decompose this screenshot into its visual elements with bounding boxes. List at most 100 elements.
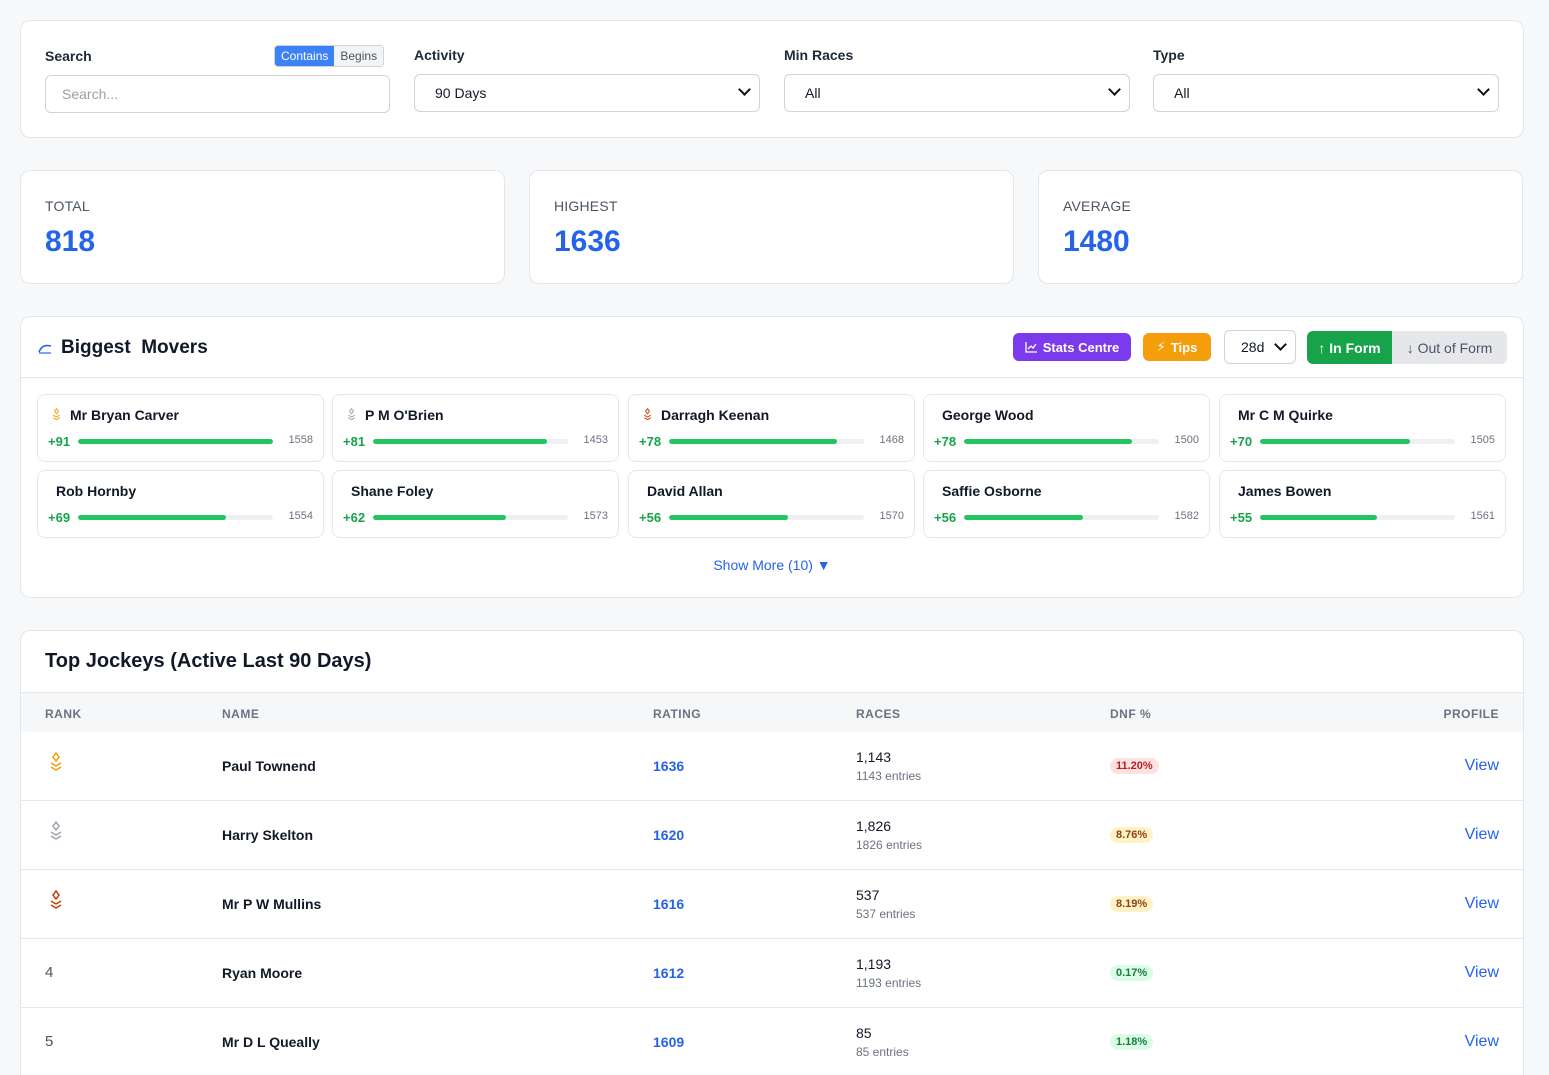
mover-card[interactable]: James Bowen +55 1561 xyxy=(1219,470,1506,538)
mover-progress-bar xyxy=(669,439,864,444)
stat-average-label: AVERAGE xyxy=(1063,198,1132,214)
header-profile: PROFILE xyxy=(1443,707,1499,721)
mover-name: Mr C M Quirke xyxy=(1238,407,1333,423)
mover-progress-fill xyxy=(964,439,1132,444)
dnf-badge: 8.76% xyxy=(1110,827,1154,843)
filters-panel: Search Contains Begins Search... Activit… xyxy=(20,20,1524,138)
mover-progress-bar xyxy=(78,515,273,520)
dnf-badge: 11.20% xyxy=(1110,758,1159,774)
mover-name: Saffie Osborne xyxy=(942,483,1042,499)
movers-header: Biggest Movers Stats Centre ⚡ Tips 28d ↑… xyxy=(21,317,1523,378)
type-select[interactable]: All xyxy=(1153,74,1499,112)
mover-card[interactable]: Rob Hornby +69 1554 xyxy=(37,470,324,538)
jockey-name: Ryan Moore xyxy=(222,965,303,981)
mover-delta: +91 xyxy=(48,434,71,449)
mover-card[interactable]: P M O'Brien +81 1453 xyxy=(332,394,619,462)
mover-card[interactable]: Saffie Osborne +56 1582 xyxy=(923,470,1210,538)
mover-rating: 1582 xyxy=(1174,510,1199,522)
mover-progress-bar xyxy=(1260,515,1455,520)
type-value: All xyxy=(1174,85,1190,101)
minraces-select[interactable]: All xyxy=(784,74,1130,112)
activity-select[interactable]: 90 Days xyxy=(414,74,760,112)
table-row: Harry Skelton 1620 1,826 1826 entries 8.76% V… xyxy=(21,801,1523,870)
view-profile-link[interactable]: View xyxy=(1464,895,1499,912)
table-header: RANK NAME RATING RACES DNF % PROFILE xyxy=(21,692,1523,733)
mover-progress-bar xyxy=(373,439,568,444)
mover-delta: +69 xyxy=(48,510,71,525)
mover-card[interactable]: Shane Foley +62 1573 xyxy=(332,470,619,538)
stats-centre-button[interactable]: Stats Centre xyxy=(1013,333,1131,361)
mover-delta: +56 xyxy=(934,510,957,525)
dnf-badge: 8.19% xyxy=(1110,896,1154,912)
gold-rank-icon xyxy=(49,751,63,778)
header-rank: RANK xyxy=(45,707,82,721)
mover-progress-fill xyxy=(78,439,273,444)
rating-value: 1616 xyxy=(653,896,685,912)
dnf-badge: 1.18% xyxy=(1110,1034,1154,1050)
mover-progress-bar xyxy=(373,515,568,520)
mover-card[interactable]: George Wood +78 1500 xyxy=(923,394,1210,462)
table-title: Top Jockeys (Active Last 90 Days) xyxy=(45,650,372,672)
races-value: 537 xyxy=(856,887,880,903)
mover-card[interactable]: Mr Bryan Carver +91 1558 xyxy=(37,394,324,462)
mover-name: James Bowen xyxy=(1238,483,1332,499)
mode-begins-button[interactable]: Begins xyxy=(334,46,384,66)
period-select[interactable]: 28d xyxy=(1224,330,1296,364)
rating-value: 1636 xyxy=(653,758,685,774)
bronze-rank-icon xyxy=(49,889,63,916)
mover-rating: 1453 xyxy=(583,434,608,446)
mover-delta: +62 xyxy=(343,510,366,525)
rank-value: 4 xyxy=(45,964,54,981)
search-input[interactable]: Search... xyxy=(45,75,390,113)
stat-average-card: AVERAGE 1480 xyxy=(1038,170,1523,284)
table-row: 5 Mr D L Queally 1609 85 85 entries 1.18% View xyxy=(21,1008,1523,1075)
mover-card[interactable]: Mr C M Quirke +70 1505 xyxy=(1219,394,1506,462)
stats-centre-label: Stats Centre xyxy=(1042,339,1120,355)
races-value: 1,826 xyxy=(856,818,892,834)
view-profile-link[interactable]: View xyxy=(1464,1033,1499,1050)
mover-progress-fill xyxy=(964,515,1083,520)
search-label: Search xyxy=(45,48,92,64)
view-profile-link[interactable]: View xyxy=(1464,757,1499,774)
mover-rating: 1561 xyxy=(1470,510,1495,522)
activity-label: Activity xyxy=(414,47,465,63)
out-of-form-button[interactable]: ↓ Out of Form xyxy=(1392,331,1507,364)
races-value: 1,193 xyxy=(856,956,892,972)
rank-value: 5 xyxy=(45,1033,54,1050)
mover-name: P M O'Brien xyxy=(365,407,444,423)
jockey-name: Mr D L Queally xyxy=(222,1034,320,1050)
mover-card[interactable]: Darragh Keenan +78 1468 xyxy=(628,394,915,462)
view-profile-link[interactable]: View xyxy=(1464,964,1499,981)
entries-value: 1826 entries xyxy=(856,838,923,852)
rating-value: 1620 xyxy=(653,827,685,843)
entries-value: 1193 entries xyxy=(856,976,922,990)
rating-value: 1612 xyxy=(653,965,685,981)
mover-rating: 1468 xyxy=(879,434,904,446)
table-row: Mr P W Mullins 1616 537 537 entries 8.19% Vie… xyxy=(21,870,1523,939)
header-rating: RATING xyxy=(653,707,702,721)
chevron-down-icon xyxy=(1477,83,1490,96)
mover-progress-bar xyxy=(1260,439,1455,444)
entries-value: 85 entries xyxy=(856,1045,909,1059)
mover-name: Shane Foley xyxy=(351,483,434,499)
view-profile-link[interactable]: View xyxy=(1464,826,1499,843)
type-label: Type xyxy=(1153,47,1185,63)
chevron-down-icon xyxy=(1274,338,1287,351)
mover-card[interactable]: David Allan +56 1570 xyxy=(628,470,915,538)
tips-label: Tips xyxy=(1170,339,1198,355)
tips-button[interactable]: ⚡ Tips xyxy=(1143,333,1211,361)
mover-delta: +78 xyxy=(934,434,957,449)
table-row: Paul Townend 1636 1,143 1143 entries 11.20% V… xyxy=(21,732,1523,801)
in-form-button[interactable]: ↑ In Form xyxy=(1307,331,1392,364)
show-more-link[interactable]: Show More (10) ▼ xyxy=(713,557,831,573)
header-name: NAME xyxy=(222,707,260,721)
mover-name: David Allan xyxy=(647,483,723,499)
mode-contains-button[interactable]: Contains xyxy=(275,46,335,66)
races-value: 1,143 xyxy=(856,749,892,765)
mover-rating: 1505 xyxy=(1470,434,1495,446)
movers-title: Biggest Movers xyxy=(61,337,208,358)
stat-total-value: 818 xyxy=(45,225,96,258)
mover-rating: 1558 xyxy=(288,434,313,446)
search-mode-toggle: Contains Begins xyxy=(274,45,385,67)
silver-rank-icon xyxy=(49,820,63,847)
